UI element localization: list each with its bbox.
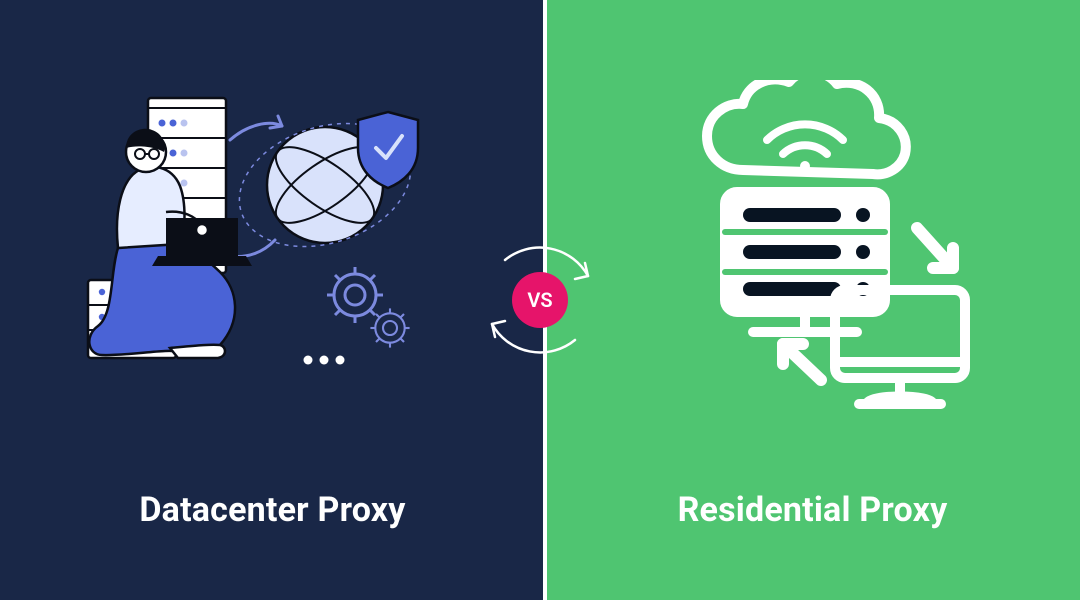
panel-datacenter: Datacenter Proxy xyxy=(0,0,545,600)
datacenter-title: Datacenter Proxy xyxy=(139,490,405,530)
datacenter-illustration xyxy=(70,90,470,420)
panel-divider xyxy=(543,0,547,600)
residential-title: Residential Proxy xyxy=(678,490,948,530)
ellipsis-icon xyxy=(304,356,345,365)
arrow-down-right-icon xyxy=(917,228,953,268)
residential-illustration xyxy=(635,80,995,420)
gears-icon xyxy=(327,267,410,348)
wifi-icon xyxy=(767,124,843,171)
arrow-up-left-icon xyxy=(783,344,821,380)
panel-residential: Residential Proxy xyxy=(545,0,1080,600)
